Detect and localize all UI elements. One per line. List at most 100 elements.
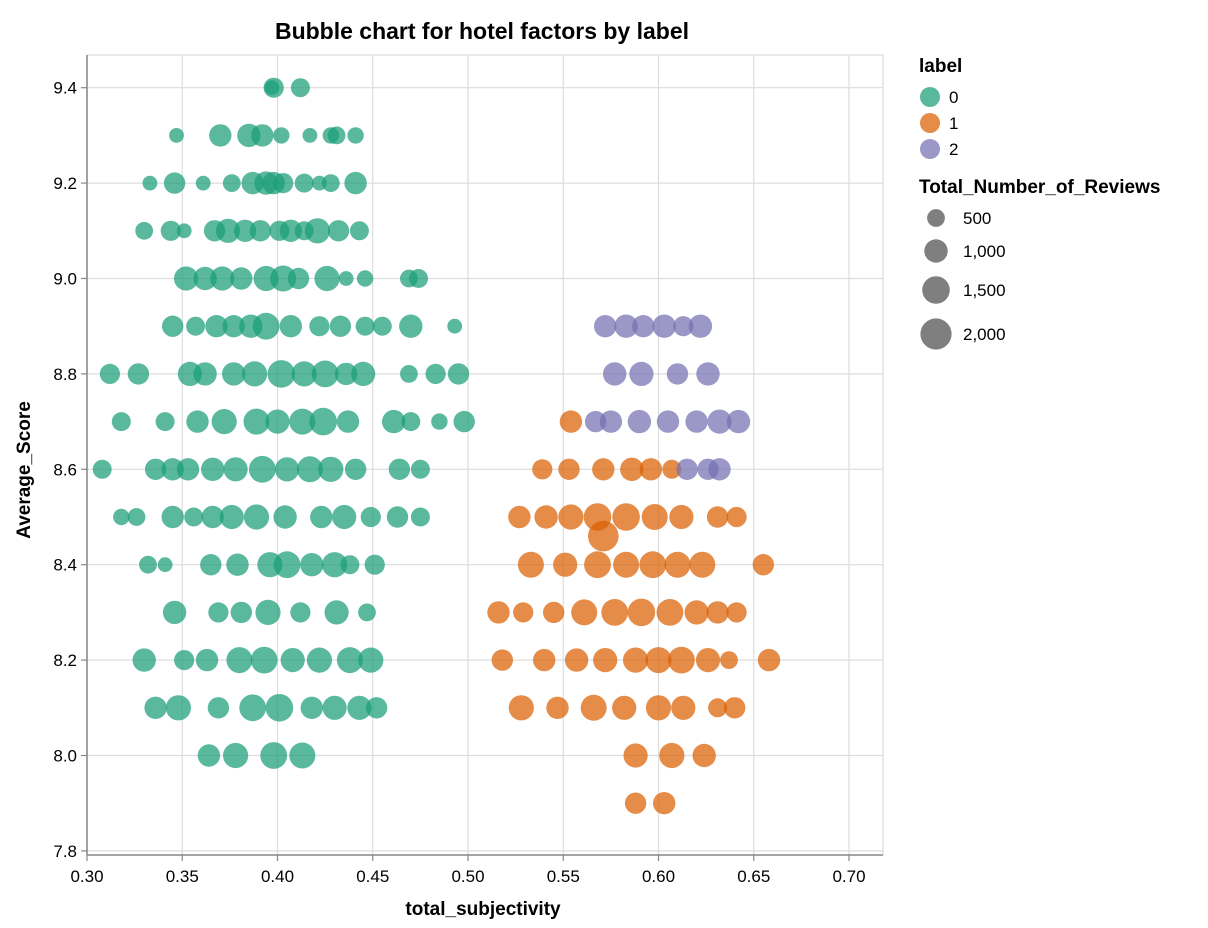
legend-label-1: 1	[949, 114, 958, 133]
bubble-point	[666, 363, 689, 385]
bubble-point	[135, 221, 154, 240]
bubble-point	[645, 695, 672, 721]
bubble-point	[706, 601, 729, 624]
bubble-point	[139, 555, 157, 574]
bubble-point	[127, 508, 146, 526]
bubble-point	[222, 315, 245, 338]
bubble-point	[653, 792, 676, 815]
bubble-point	[664, 551, 691, 578]
bubble-point	[186, 410, 209, 433]
bubble-point	[372, 316, 392, 336]
bubble-point	[409, 269, 428, 288]
bubble-point	[273, 173, 294, 194]
bubble-point	[273, 505, 297, 529]
bubble-point	[155, 412, 175, 432]
x-tick-label: 0.55	[547, 867, 580, 886]
bubble-point	[274, 457, 300, 482]
bubble-point	[559, 410, 583, 433]
bubble-point	[162, 600, 187, 625]
bubble-point	[508, 505, 531, 529]
bubble-point	[708, 458, 731, 481]
bubble-point	[113, 508, 130, 526]
y-tick-label: 9.4	[53, 79, 77, 98]
size-legend-swatch	[927, 209, 945, 227]
bubble-point	[270, 265, 297, 292]
bubble-point	[656, 410, 680, 433]
bubble-point	[291, 361, 317, 387]
bubble-point	[242, 361, 268, 387]
bubble-point	[127, 363, 150, 385]
bubble-point	[260, 742, 288, 769]
bubble-point	[273, 127, 290, 144]
series-2	[584, 314, 751, 481]
x-axis-title: total_subjectivity	[405, 899, 561, 920]
bubble-point	[487, 601, 510, 624]
bubble-point	[197, 744, 221, 767]
size-legend-label: 1,000	[963, 242, 1006, 261]
bubble-point	[193, 266, 217, 291]
bubble-point	[558, 504, 584, 530]
bubble-point	[322, 552, 348, 578]
bubble-point	[252, 312, 280, 340]
bubble-point	[161, 505, 184, 529]
bubble-point	[726, 506, 747, 528]
bubble-point	[453, 410, 475, 433]
bubble-point	[623, 743, 648, 768]
bubble-point	[309, 407, 338, 436]
bubble-point	[592, 458, 615, 481]
bubble-point	[99, 363, 120, 384]
bubble-point	[676, 458, 698, 480]
bubble-point	[639, 458, 663, 481]
bubble-point	[174, 650, 195, 671]
bubble-point	[349, 221, 369, 241]
bubble-point	[355, 316, 375, 336]
bubble-point	[614, 314, 638, 338]
bubble-point	[688, 314, 713, 338]
bubble-point	[332, 504, 357, 530]
bubble-point	[447, 363, 470, 385]
y-tick-label: 9.0	[53, 270, 77, 289]
bubble-point	[280, 648, 305, 673]
bubble-point	[351, 361, 376, 386]
bubble-point	[223, 742, 249, 769]
bubble-point	[356, 270, 374, 287]
bubble-point	[161, 458, 184, 481]
x-tick-label: 0.50	[451, 867, 484, 886]
bubble-point	[195, 175, 211, 191]
bubble-point	[309, 316, 330, 337]
size-legend-title: Total_Number_of_Reviews	[919, 177, 1160, 198]
bubble-point	[695, 648, 721, 673]
x-tick-label: 0.70	[832, 867, 865, 886]
bubble-point	[612, 695, 637, 720]
bubble-point	[652, 314, 676, 338]
bubble-point	[508, 695, 534, 721]
bubble-point	[255, 599, 281, 626]
bubble-point	[302, 127, 318, 143]
bubble-point	[347, 695, 372, 720]
bubble-point	[344, 458, 367, 480]
bubble-point	[193, 362, 217, 386]
bubble-point	[142, 175, 158, 191]
bubble-point	[517, 551, 544, 578]
bubble-point	[186, 316, 206, 336]
bubble-point	[720, 651, 738, 669]
bubble-point	[162, 315, 184, 337]
bubble-point	[425, 363, 446, 384]
bubble-point	[264, 80, 280, 96]
bubble-point	[401, 412, 421, 432]
bubble-point	[344, 171, 367, 195]
bubble-point	[656, 599, 684, 626]
bubble-point	[336, 647, 363, 674]
x-tick-label: 0.35	[166, 867, 199, 886]
bubble-point	[287, 267, 310, 290]
marks-layer	[92, 77, 781, 815]
y-tick-label: 8.0	[53, 747, 77, 766]
bubble-point	[601, 599, 629, 626]
bubble-point	[311, 360, 339, 388]
bubble-point	[310, 505, 333, 529]
legend-label-2: 2	[949, 140, 958, 159]
bubble-point	[160, 220, 181, 241]
bubble-point	[726, 602, 747, 623]
